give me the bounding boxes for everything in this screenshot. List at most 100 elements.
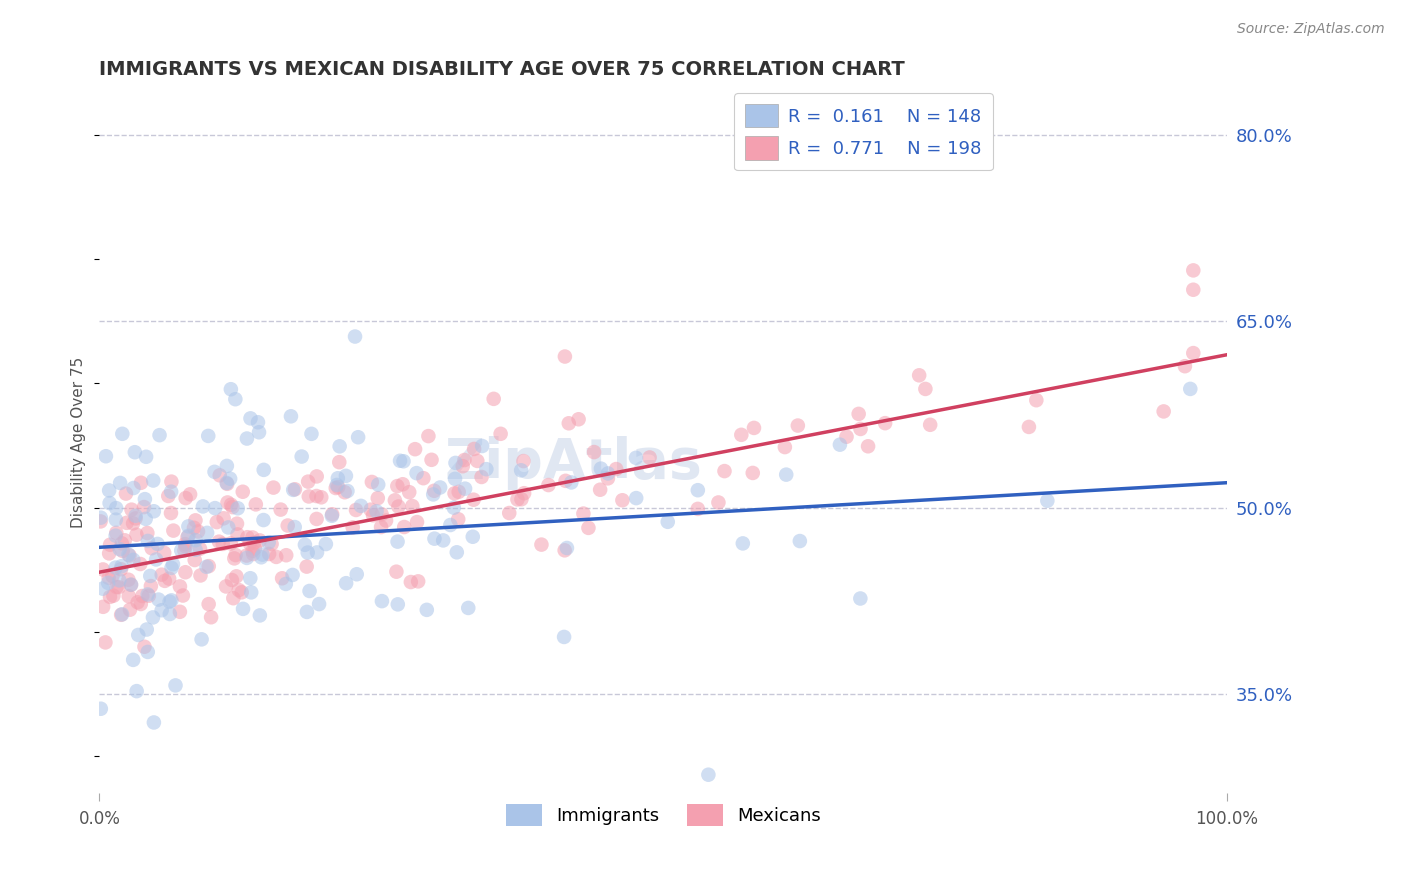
Point [136, 533, 159, 548]
Point [91, 599, 114, 614]
Point [773, 440, 796, 454]
Point [270, 502, 292, 516]
Point [242, 547, 264, 561]
Point [475, 462, 498, 476]
Point [360, 502, 382, 516]
Point [136, 587, 159, 601]
Point [329, 439, 352, 453]
Point [98, 496, 121, 510]
Point [211, 537, 233, 551]
Point [121, 502, 143, 516]
Point [554, 474, 576, 488]
Point [217, 476, 239, 491]
Point [247, 425, 270, 440]
Point [129, 557, 152, 571]
Point [589, 461, 612, 475]
Point [245, 497, 267, 511]
Point [326, 471, 349, 485]
Point [159, 595, 181, 609]
Point [447, 484, 470, 499]
Point [512, 454, 534, 468]
Point [125, 684, 148, 698]
Point [232, 484, 254, 499]
Point [142, 715, 165, 730]
Point [406, 574, 429, 589]
Point [239, 571, 262, 585]
Point [418, 429, 440, 443]
Point [90, 702, 112, 716]
Point [134, 640, 156, 654]
Point [554, 350, 576, 364]
Point [375, 514, 398, 528]
Point [875, 416, 897, 430]
Point [250, 550, 273, 565]
Point [297, 475, 319, 489]
Point [217, 495, 239, 509]
Point [401, 499, 423, 513]
Point [596, 467, 619, 481]
Point [638, 450, 661, 465]
Point [335, 576, 357, 591]
Point [240, 585, 263, 599]
Text: Source: ZipAtlas.com: Source: ZipAtlas.com [1237, 22, 1385, 37]
Point [510, 492, 533, 507]
Point [122, 553, 145, 567]
Point [301, 426, 323, 441]
Point [404, 442, 426, 457]
Point [284, 483, 307, 497]
Point [284, 520, 307, 534]
Text: ZipAtlas: ZipAtlas [444, 436, 702, 491]
Point [249, 533, 271, 548]
Point [384, 493, 406, 508]
Point [321, 508, 343, 523]
Point [367, 477, 389, 491]
Point [697, 768, 720, 782]
Point [444, 456, 467, 470]
Point [176, 530, 198, 544]
Point [657, 515, 679, 529]
Point [1018, 420, 1040, 434]
Point [108, 574, 131, 588]
Point [295, 559, 318, 574]
Point [101, 569, 124, 583]
Point [342, 520, 364, 534]
Point [228, 582, 250, 597]
Point [1182, 283, 1205, 297]
Point [361, 508, 384, 523]
Point [139, 579, 162, 593]
Point [344, 503, 367, 517]
Point [125, 527, 148, 541]
Point [108, 475, 131, 490]
Point [142, 504, 165, 518]
Point [212, 511, 235, 525]
Point [91, 562, 114, 576]
Point [686, 483, 709, 498]
Point [179, 487, 201, 501]
Point [239, 411, 262, 425]
Point [150, 567, 173, 582]
Point [110, 562, 132, 576]
Point [741, 466, 763, 480]
Point [118, 603, 141, 617]
Point [197, 429, 219, 443]
Point [97, 571, 120, 585]
Point [105, 580, 128, 594]
Point [111, 607, 134, 622]
Point [91, 582, 114, 596]
Point [226, 516, 249, 531]
Point [160, 593, 183, 607]
Point [281, 568, 304, 582]
Point [131, 589, 153, 603]
Point [554, 543, 576, 558]
Point [219, 472, 242, 486]
Point [908, 368, 931, 383]
Point [215, 579, 238, 593]
Point [120, 577, 142, 591]
Point [184, 542, 207, 557]
Point [305, 512, 328, 526]
Point [200, 610, 222, 624]
Point [786, 418, 808, 433]
Point [219, 536, 242, 550]
Point [160, 561, 183, 575]
Point [108, 542, 131, 557]
